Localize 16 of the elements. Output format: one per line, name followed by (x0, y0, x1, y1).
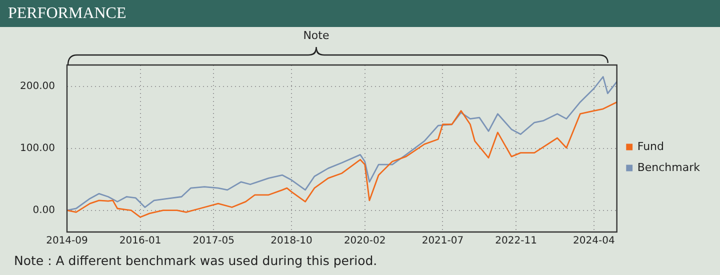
legend-label: Benchmark (637, 160, 701, 174)
x-tick-label: 2016-01 (119, 236, 162, 247)
y-tick-label: 0.00 (32, 204, 55, 216)
text: Note (302, 29, 330, 42)
x-tick-label: 2020-02 (344, 236, 386, 247)
x-tick-label: 2018-10 (270, 236, 312, 247)
y-tick-label: 100.00 (20, 143, 55, 154)
x-tick-label: 2021-07 (422, 236, 464, 247)
text: Note : A different benchmark was used during this period. (14, 253, 378, 268)
x-tick-label: 2014-09 (46, 236, 88, 247)
x-tick-label: 2024-04 (573, 236, 615, 247)
x-tick-label: 2022-11 (495, 236, 537, 247)
chart-title: PERFORMANCE (0, 0, 720, 27)
legend-label: Fund (637, 140, 664, 153)
y-tick-label: 200.00 (20, 81, 55, 92)
x-tick-label: 2017-05 (192, 236, 235, 247)
